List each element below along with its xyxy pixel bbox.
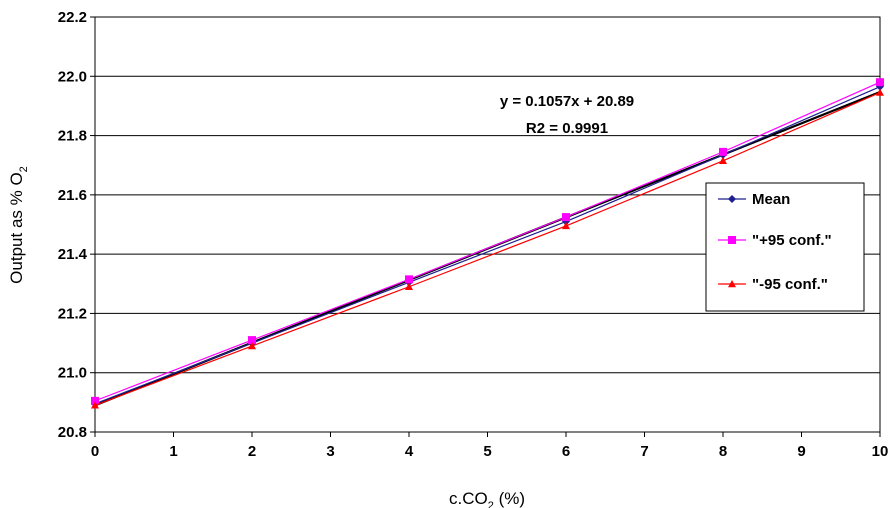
r2-annotation: R2 = 0.9991: [526, 120, 608, 137]
series-line: [94, 86, 881, 405]
x-tick-label: 6: [562, 443, 570, 460]
y-tick-label: 20.8: [58, 424, 87, 441]
x-tick-label: 9: [797, 443, 805, 460]
y-tick-label: 21.2: [58, 305, 87, 322]
legend-label: "-95 conf.": [752, 276, 828, 293]
y-axis-title: Output as % O2: [7, 166, 30, 284]
data-point: [876, 88, 884, 96]
y-tick-label: 22.2: [58, 9, 87, 26]
y-tick-marks: 20.8 21.0 21.2 21.4 21.6 21.8 22.0 22.2: [58, 9, 95, 441]
legend-label: "+95 conf.": [752, 232, 832, 249]
legend-item: "+95 conf.": [718, 232, 832, 249]
data-point: [405, 275, 413, 284]
y-tick-label: 21.8: [58, 128, 87, 145]
data-point: [719, 147, 727, 156]
data-point: [562, 213, 570, 222]
legend-item: "-95 conf.": [718, 276, 828, 293]
y-axis-title-main: Output as % O: [7, 172, 26, 284]
data-point: [405, 282, 413, 290]
legend-item: Mean: [718, 191, 790, 208]
x-tick-label: 4: [405, 443, 414, 460]
series-3: [91, 88, 884, 409]
legend-swatch-marker: [728, 236, 736, 244]
x-tick-label: 2: [248, 443, 256, 460]
data-point: [91, 401, 99, 409]
equation-annotation: y = 0.1057x + 20.89: [500, 93, 634, 110]
y-tick-label: 22.0: [58, 68, 87, 85]
x-axis-title-sub: 2: [488, 500, 494, 508]
y-tick-label: 21.6: [58, 187, 87, 204]
gridlines: [95, 75, 880, 374]
series-layer: [91, 78, 884, 409]
data-point: [876, 78, 884, 87]
series-line: [94, 92, 881, 406]
x-tick-marks: 0 1 2 3 4 5 6 7 8 9 10: [91, 432, 889, 460]
legend: Mean "+95 conf." "-95 conf.": [705, 182, 865, 312]
data-point: [91, 396, 99, 405]
x-axis-title-main: c.CO: [449, 489, 488, 508]
x-tick-label: 3: [326, 443, 334, 460]
data-point: [248, 336, 256, 345]
x-axis-title-tail: (%): [494, 489, 525, 508]
legend-label: Mean: [752, 191, 790, 208]
data-point: [719, 156, 727, 164]
x-tick-label: 8: [719, 443, 727, 460]
x-tick-label: 5: [483, 443, 491, 460]
x-tick-label: 10: [872, 443, 889, 460]
x-tick-label: 0: [91, 443, 99, 460]
legend-items: Mean "+95 conf." "-95 conf.": [718, 191, 832, 293]
series-2: [91, 78, 884, 405]
y-tick-label: 21.4: [58, 246, 88, 263]
legend-swatch-marker: [728, 195, 736, 203]
data-point: [562, 221, 570, 230]
legend-box: [705, 182, 865, 312]
x-tick-label: 1: [169, 443, 177, 460]
y-axis-title-sub: 2: [18, 166, 30, 172]
x-tick-label: 7: [640, 443, 648, 460]
data-point: [248, 342, 256, 350]
y-tick-label: 21.0: [58, 365, 87, 382]
series-line: [94, 81, 881, 402]
legend-swatch-marker: [728, 280, 736, 288]
x-axis-title: c.CO2 (%): [449, 489, 525, 508]
